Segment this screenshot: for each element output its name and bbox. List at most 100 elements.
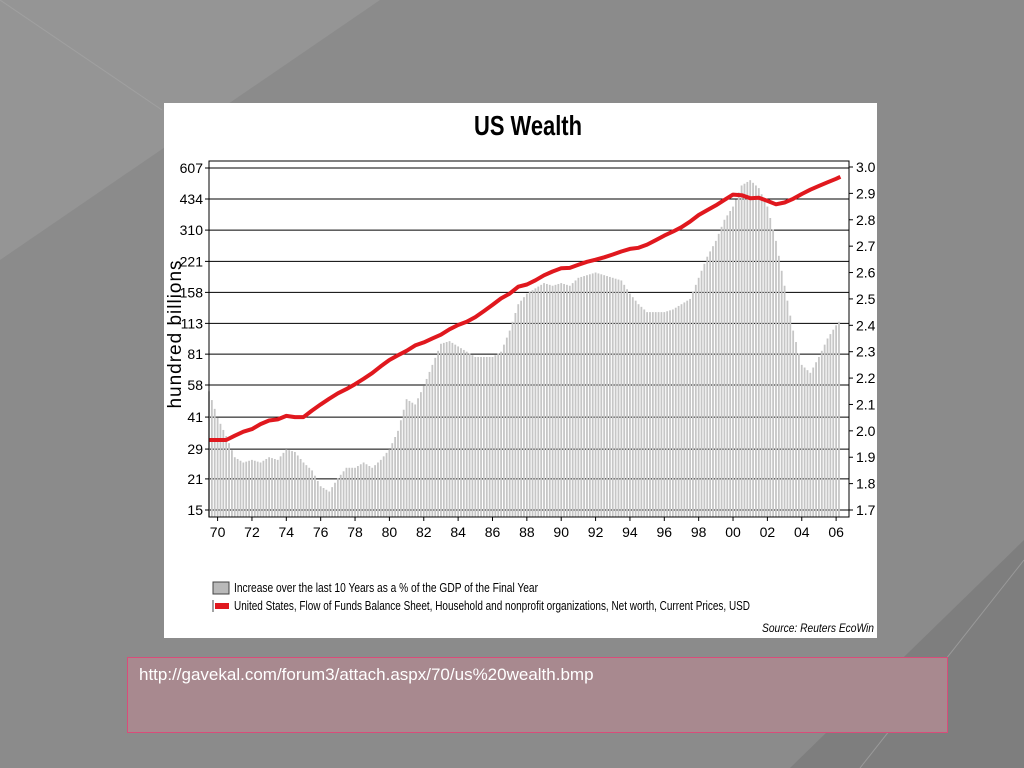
right-tick-label: 1.9 <box>856 449 876 465</box>
bar <box>379 459 382 517</box>
bar <box>709 251 712 517</box>
bar <box>362 462 365 517</box>
bar <box>296 455 299 517</box>
bar <box>597 273 600 517</box>
bar <box>646 312 649 517</box>
bar <box>448 341 451 517</box>
bar <box>649 312 651 517</box>
bar <box>431 364 434 517</box>
bar <box>525 293 528 517</box>
bar <box>706 256 709 517</box>
legend: Increase over the last 10 Years as a % o… <box>212 580 750 613</box>
bar <box>623 284 626 517</box>
bar <box>818 356 820 517</box>
left-tick-label: 41 <box>187 409 203 425</box>
bar <box>537 286 540 517</box>
bar <box>357 466 359 517</box>
bar <box>465 351 468 517</box>
bar <box>385 452 388 517</box>
left-tick-label: 15 <box>187 502 203 518</box>
left-axis: 15 21 29 41 58 81 113 158 221 310 434 607 <box>180 160 209 518</box>
bar <box>468 353 471 517</box>
bar <box>511 321 514 517</box>
bar <box>394 437 397 517</box>
bar <box>714 240 717 517</box>
bar <box>319 486 322 517</box>
bar <box>746 181 749 517</box>
x-tick-label: 84 <box>450 524 466 540</box>
x-tick-label: 70 <box>210 524 226 540</box>
bar <box>606 276 608 517</box>
chart-card: US Wealth hundred billions 15 21 29 41 58 81 1… <box>164 103 877 638</box>
bar <box>560 283 563 517</box>
bar <box>422 385 425 517</box>
bar <box>823 344 826 517</box>
bar <box>674 307 677 517</box>
bar <box>345 467 348 517</box>
right-tick-label: 2.0 <box>856 423 876 439</box>
bar <box>543 283 545 517</box>
bar <box>460 348 462 517</box>
x-tick-label: 94 <box>622 524 638 540</box>
bar <box>594 272 597 517</box>
net-worth-line <box>209 174 842 442</box>
bar <box>462 349 465 517</box>
left-tick-label: 221 <box>180 253 204 269</box>
bar <box>339 474 342 517</box>
x-tick-label: 92 <box>588 524 604 540</box>
left-tick-label: 21 <box>187 471 203 487</box>
bar <box>580 276 583 517</box>
bar <box>726 215 729 517</box>
bar <box>737 192 740 517</box>
bar <box>755 185 757 517</box>
bar <box>245 461 248 517</box>
bar <box>545 283 548 517</box>
bar <box>253 460 256 517</box>
source-url-caption: http://gavekal.com/forum3/attach.aspx/70… <box>139 665 594 684</box>
bar <box>820 350 823 517</box>
bar <box>680 304 683 517</box>
x-tick-label: 80 <box>382 524 398 540</box>
x-tick-label: 90 <box>553 524 569 540</box>
bar <box>371 467 374 517</box>
bar <box>477 356 480 517</box>
x-tick-label: 98 <box>691 524 707 540</box>
left-tick-label: 310 <box>180 222 204 238</box>
bar <box>729 210 732 517</box>
bar <box>299 458 302 517</box>
bar <box>651 312 654 517</box>
right-axis: 1.7 1.8 1.9 2.0 2.1 2.2 2.3 2.4 2.5 2.6 2.7 2.8 2.9 3… <box>849 159 876 518</box>
bar <box>348 467 351 517</box>
bar <box>783 285 786 517</box>
bar <box>210 400 213 517</box>
bar <box>740 185 743 517</box>
bar <box>440 343 442 517</box>
bar <box>683 302 686 517</box>
bar <box>720 226 723 518</box>
bar <box>480 356 482 517</box>
bar <box>697 277 700 517</box>
bar <box>531 290 534 517</box>
bar <box>775 240 777 517</box>
bar <box>603 275 606 517</box>
left-tick-label: 607 <box>180 160 204 176</box>
right-tick-label: 2.5 <box>856 291 876 307</box>
bar <box>669 310 671 517</box>
legend-line-label: United States, Flow of Funds Balance She… <box>234 598 750 613</box>
bar <box>288 450 291 517</box>
bar <box>256 461 259 517</box>
chart-title: US Wealth <box>474 110 582 141</box>
bar <box>548 284 551 517</box>
bar <box>222 429 225 517</box>
x-tick-label: 06 <box>828 524 844 540</box>
source-note: Source: Reuters EcoWin <box>762 621 874 635</box>
bar <box>262 460 265 517</box>
bar <box>574 280 577 517</box>
bar <box>457 346 460 517</box>
bar <box>359 464 362 517</box>
bar <box>411 402 414 517</box>
right-tick-label: 1.7 <box>856 502 876 518</box>
bar <box>694 284 697 517</box>
bar <box>308 467 311 517</box>
bar <box>566 284 568 517</box>
